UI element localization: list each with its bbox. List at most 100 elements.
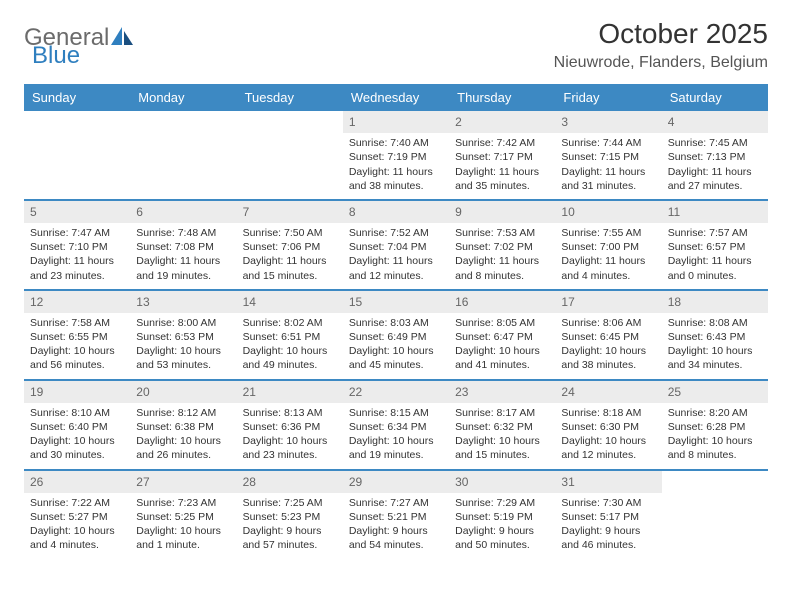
day-number: 2	[449, 111, 555, 133]
day-cell: 17Sunrise: 8:06 AMSunset: 6:45 PMDayligh…	[555, 291, 661, 379]
day-number	[662, 471, 768, 493]
day-cell	[24, 111, 130, 199]
daylight-text: Daylight: 11 hours and 19 minutes.	[136, 254, 230, 282]
daylight-text: Daylight: 11 hours and 23 minutes.	[30, 254, 124, 282]
daylight-text: Daylight: 11 hours and 31 minutes.	[561, 165, 655, 193]
day-number: 17	[555, 291, 661, 313]
day-body: Sunrise: 7:58 AMSunset: 6:55 PMDaylight:…	[24, 316, 130, 379]
daylight-text: Daylight: 10 hours and 15 minutes.	[455, 434, 549, 462]
daylight-text: Daylight: 10 hours and 8 minutes.	[668, 434, 762, 462]
day-cell: 28Sunrise: 7:25 AMSunset: 5:23 PMDayligh…	[237, 471, 343, 559]
day-body: Sunrise: 8:05 AMSunset: 6:47 PMDaylight:…	[449, 316, 555, 379]
sunrise-text: Sunrise: 8:08 AM	[668, 316, 762, 330]
day-number: 7	[237, 201, 343, 223]
day-number: 4	[662, 111, 768, 133]
sunrise-text: Sunrise: 7:42 AM	[455, 136, 549, 150]
sunrise-text: Sunrise: 7:23 AM	[136, 496, 230, 510]
day-cell: 31Sunrise: 7:30 AMSunset: 5:17 PMDayligh…	[555, 471, 661, 559]
daylight-text: Daylight: 10 hours and 12 minutes.	[561, 434, 655, 462]
sunrise-text: Sunrise: 7:22 AM	[30, 496, 124, 510]
day-number	[130, 111, 236, 133]
day-body: Sunrise: 7:47 AMSunset: 7:10 PMDaylight:…	[24, 226, 130, 289]
weeks-container: 1Sunrise: 7:40 AMSunset: 7:19 PMDaylight…	[24, 111, 768, 558]
day-cell: 4 Sunrise: 7:45 AMSunset: 7:13 PMDaylight…	[662, 111, 768, 199]
dow-sunday: Sunday	[24, 84, 130, 111]
day-number: 13	[130, 291, 236, 313]
week-row: 12 Sunrise: 7:58 AMSunset: 6:55 PMDayligh…	[24, 291, 768, 381]
day-cell	[237, 111, 343, 199]
day-body: Sunrise: 7:50 AMSunset: 7:06 PMDaylight:…	[237, 226, 343, 289]
day-number: 12	[24, 291, 130, 313]
daylight-text: Daylight: 10 hours and 53 minutes.	[136, 344, 230, 372]
location-text: Nieuwrode, Flanders, Belgium	[554, 54, 768, 72]
day-body	[237, 136, 343, 142]
sunrise-text: Sunrise: 7:30 AM	[561, 496, 655, 510]
sunset-text: Sunset: 6:36 PM	[243, 420, 337, 434]
day-cell: 23Sunrise: 8:17 AMSunset: 6:32 PMDayligh…	[449, 381, 555, 469]
page: General October 2025 Nieuwrode, Flanders…	[0, 0, 792, 568]
day-body: Sunrise: 8:10 AMSunset: 6:40 PMDaylight:…	[24, 406, 130, 469]
day-number: 25	[662, 381, 768, 403]
sunset-text: Sunset: 5:21 PM	[349, 510, 443, 524]
day-body: Sunrise: 7:22 AMSunset: 5:27 PMDaylight:…	[24, 496, 130, 559]
sunset-text: Sunset: 7:19 PM	[349, 150, 443, 164]
daylight-text: Daylight: 11 hours and 27 minutes.	[668, 165, 762, 193]
day-body: Sunrise: 8:18 AMSunset: 6:30 PMDaylight:…	[555, 406, 661, 469]
day-cell: 7 Sunrise: 7:50 AMSunset: 7:06 PMDaylight…	[237, 201, 343, 289]
daylight-text: Daylight: 10 hours and 38 minutes.	[561, 344, 655, 372]
sunrise-text: Sunrise: 8:13 AM	[243, 406, 337, 420]
day-cell: 15Sunrise: 8:03 AMSunset: 6:49 PMDayligh…	[343, 291, 449, 379]
daylight-text: Daylight: 11 hours and 0 minutes.	[668, 254, 762, 282]
day-number: 22	[343, 381, 449, 403]
day-number: 9	[449, 201, 555, 223]
sunrise-text: Sunrise: 8:12 AM	[136, 406, 230, 420]
day-number: 8	[343, 201, 449, 223]
day-cell: 30Sunrise: 7:29 AMSunset: 5:19 PMDayligh…	[449, 471, 555, 559]
day-number: 19	[24, 381, 130, 403]
day-body: Sunrise: 7:23 AMSunset: 5:25 PMDaylight:…	[130, 496, 236, 559]
sunset-text: Sunset: 6:51 PM	[243, 330, 337, 344]
day-cell: 8Sunrise: 7:52 AMSunset: 7:04 PMDaylight…	[343, 201, 449, 289]
day-cell: 26Sunrise: 7:22 AMSunset: 5:27 PMDayligh…	[24, 471, 130, 559]
day-cell: 22Sunrise: 8:15 AMSunset: 6:34 PMDayligh…	[343, 381, 449, 469]
day-body: Sunrise: 7:29 AMSunset: 5:19 PMDaylight:…	[449, 496, 555, 559]
day-cell	[130, 111, 236, 199]
day-cell: 18Sunrise: 8:08 AMSunset: 6:43 PMDayligh…	[662, 291, 768, 379]
day-number: 14	[237, 291, 343, 313]
sunset-text: Sunset: 7:00 PM	[561, 240, 655, 254]
day-number: 20	[130, 381, 236, 403]
daylight-text: Daylight: 10 hours and 1 minute.	[136, 524, 230, 552]
sunset-text: Sunset: 6:49 PM	[349, 330, 443, 344]
sunset-text: Sunset: 6:55 PM	[30, 330, 124, 344]
day-body	[130, 136, 236, 142]
sunset-text: Sunset: 6:38 PM	[136, 420, 230, 434]
daylight-text: Daylight: 10 hours and 23 minutes.	[243, 434, 337, 462]
sunrise-text: Sunrise: 7:55 AM	[561, 226, 655, 240]
day-body: Sunrise: 7:45 AMSunset: 7:13 PMDaylight:…	[662, 136, 768, 199]
sunrise-text: Sunrise: 7:29 AM	[455, 496, 549, 510]
day-cell: 5Sunrise: 7:47 AMSunset: 7:10 PMDaylight…	[24, 201, 130, 289]
day-number: 6	[130, 201, 236, 223]
day-body: Sunrise: 8:02 AMSunset: 6:51 PMDaylight:…	[237, 316, 343, 379]
sunrise-text: Sunrise: 8:17 AM	[455, 406, 549, 420]
day-body	[24, 136, 130, 142]
daylight-text: Daylight: 10 hours and 49 minutes.	[243, 344, 337, 372]
sunrise-text: Sunrise: 8:18 AM	[561, 406, 655, 420]
day-number: 28	[237, 471, 343, 493]
sunset-text: Sunset: 6:30 PM	[561, 420, 655, 434]
day-number: 18	[662, 291, 768, 313]
daylight-text: Daylight: 10 hours and 45 minutes.	[349, 344, 443, 372]
day-number: 3	[555, 111, 661, 133]
day-cell: 16Sunrise: 8:05 AMSunset: 6:47 PMDayligh…	[449, 291, 555, 379]
title-block: October 2025 Nieuwrode, Flanders, Belgiu…	[554, 18, 768, 72]
sunrise-text: Sunrise: 7:25 AM	[243, 496, 337, 510]
calendar: Sunday Monday Tuesday Wednesday Thursday…	[24, 84, 768, 558]
sunrise-text: Sunrise: 7:57 AM	[668, 226, 762, 240]
sunrise-text: Sunrise: 7:53 AM	[455, 226, 549, 240]
day-cell: 19 Sunrise: 8:10 AMSunset: 6:40 PMDayligh…	[24, 381, 130, 469]
daylight-text: Daylight: 9 hours and 50 minutes.	[455, 524, 549, 552]
day-body	[662, 496, 768, 502]
sunset-text: Sunset: 6:53 PM	[136, 330, 230, 344]
week-row: 1Sunrise: 7:40 AMSunset: 7:19 PMDaylight…	[24, 111, 768, 201]
sunset-text: Sunset: 6:57 PM	[668, 240, 762, 254]
